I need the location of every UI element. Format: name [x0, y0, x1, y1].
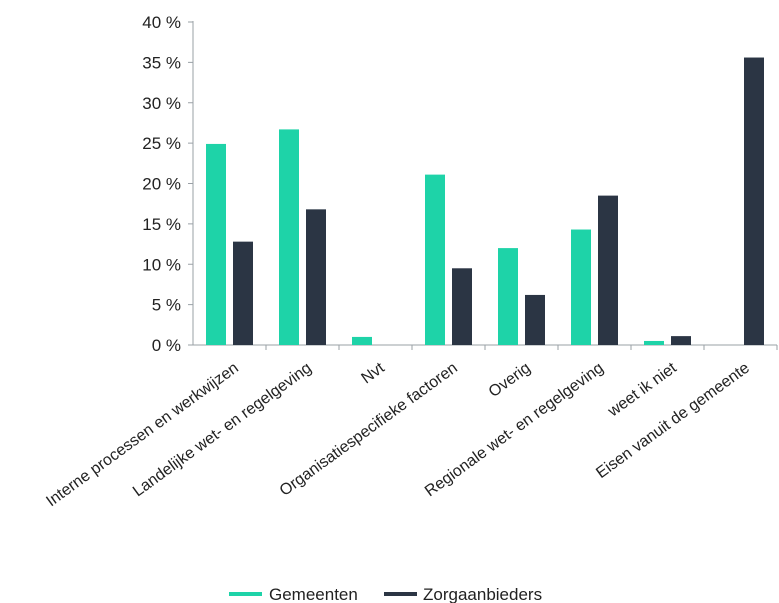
y-tick-label: 0 %	[152, 336, 181, 355]
legend-label-gemeenten: Gemeenten	[269, 585, 358, 603]
bar-gemeenten-2	[352, 336, 372, 345]
bar-zorgaanbieders-0	[233, 241, 253, 345]
bar-gemeenten-3	[425, 174, 445, 345]
x-category-label: weet ik niet	[604, 359, 680, 421]
x-category-label: Overig	[486, 359, 534, 400]
bar-gemeenten-1	[279, 129, 299, 345]
bar-gemeenten-4	[498, 248, 518, 345]
y-tick-label: 15 %	[142, 215, 181, 234]
bars-layer	[206, 57, 764, 345]
bar-gemeenten-5	[571, 229, 591, 345]
y-tick-label: 40 %	[142, 13, 181, 32]
y-tick-label: 5 %	[152, 296, 181, 315]
y-tick-label: 20 %	[142, 175, 181, 194]
bar-zorgaanbieders-4	[525, 294, 545, 345]
y-tick-label: 10 %	[142, 255, 181, 274]
bar-gemeenten-0	[206, 143, 226, 345]
y-tick-label: 25 %	[142, 134, 181, 153]
y-tick-label: 30 %	[142, 94, 181, 113]
labels-layer: Interne processen en werkwijzenLandelijk…	[43, 359, 753, 510]
x-category-label: Nvt	[358, 359, 388, 387]
bar-zorgaanbieders-3	[452, 268, 472, 345]
bar-zorgaanbieders-6	[671, 336, 691, 345]
legend-label-zorgaanbieders: Zorgaanbieders	[423, 585, 542, 603]
bar-zorgaanbieders-7	[744, 57, 764, 345]
bar-gemeenten-6	[644, 340, 664, 345]
axes-layer: 0 % 5 % 10 % 15 % 20 % 25 % 30 % 35 % 40 %	[142, 13, 778, 355]
bar-zorgaanbieders-5	[598, 195, 618, 345]
bar-zorgaanbieders-1	[306, 209, 326, 345]
y-tick-label: 35 %	[142, 53, 181, 72]
legend: Gemeenten Zorgaanbieders	[229, 585, 542, 603]
